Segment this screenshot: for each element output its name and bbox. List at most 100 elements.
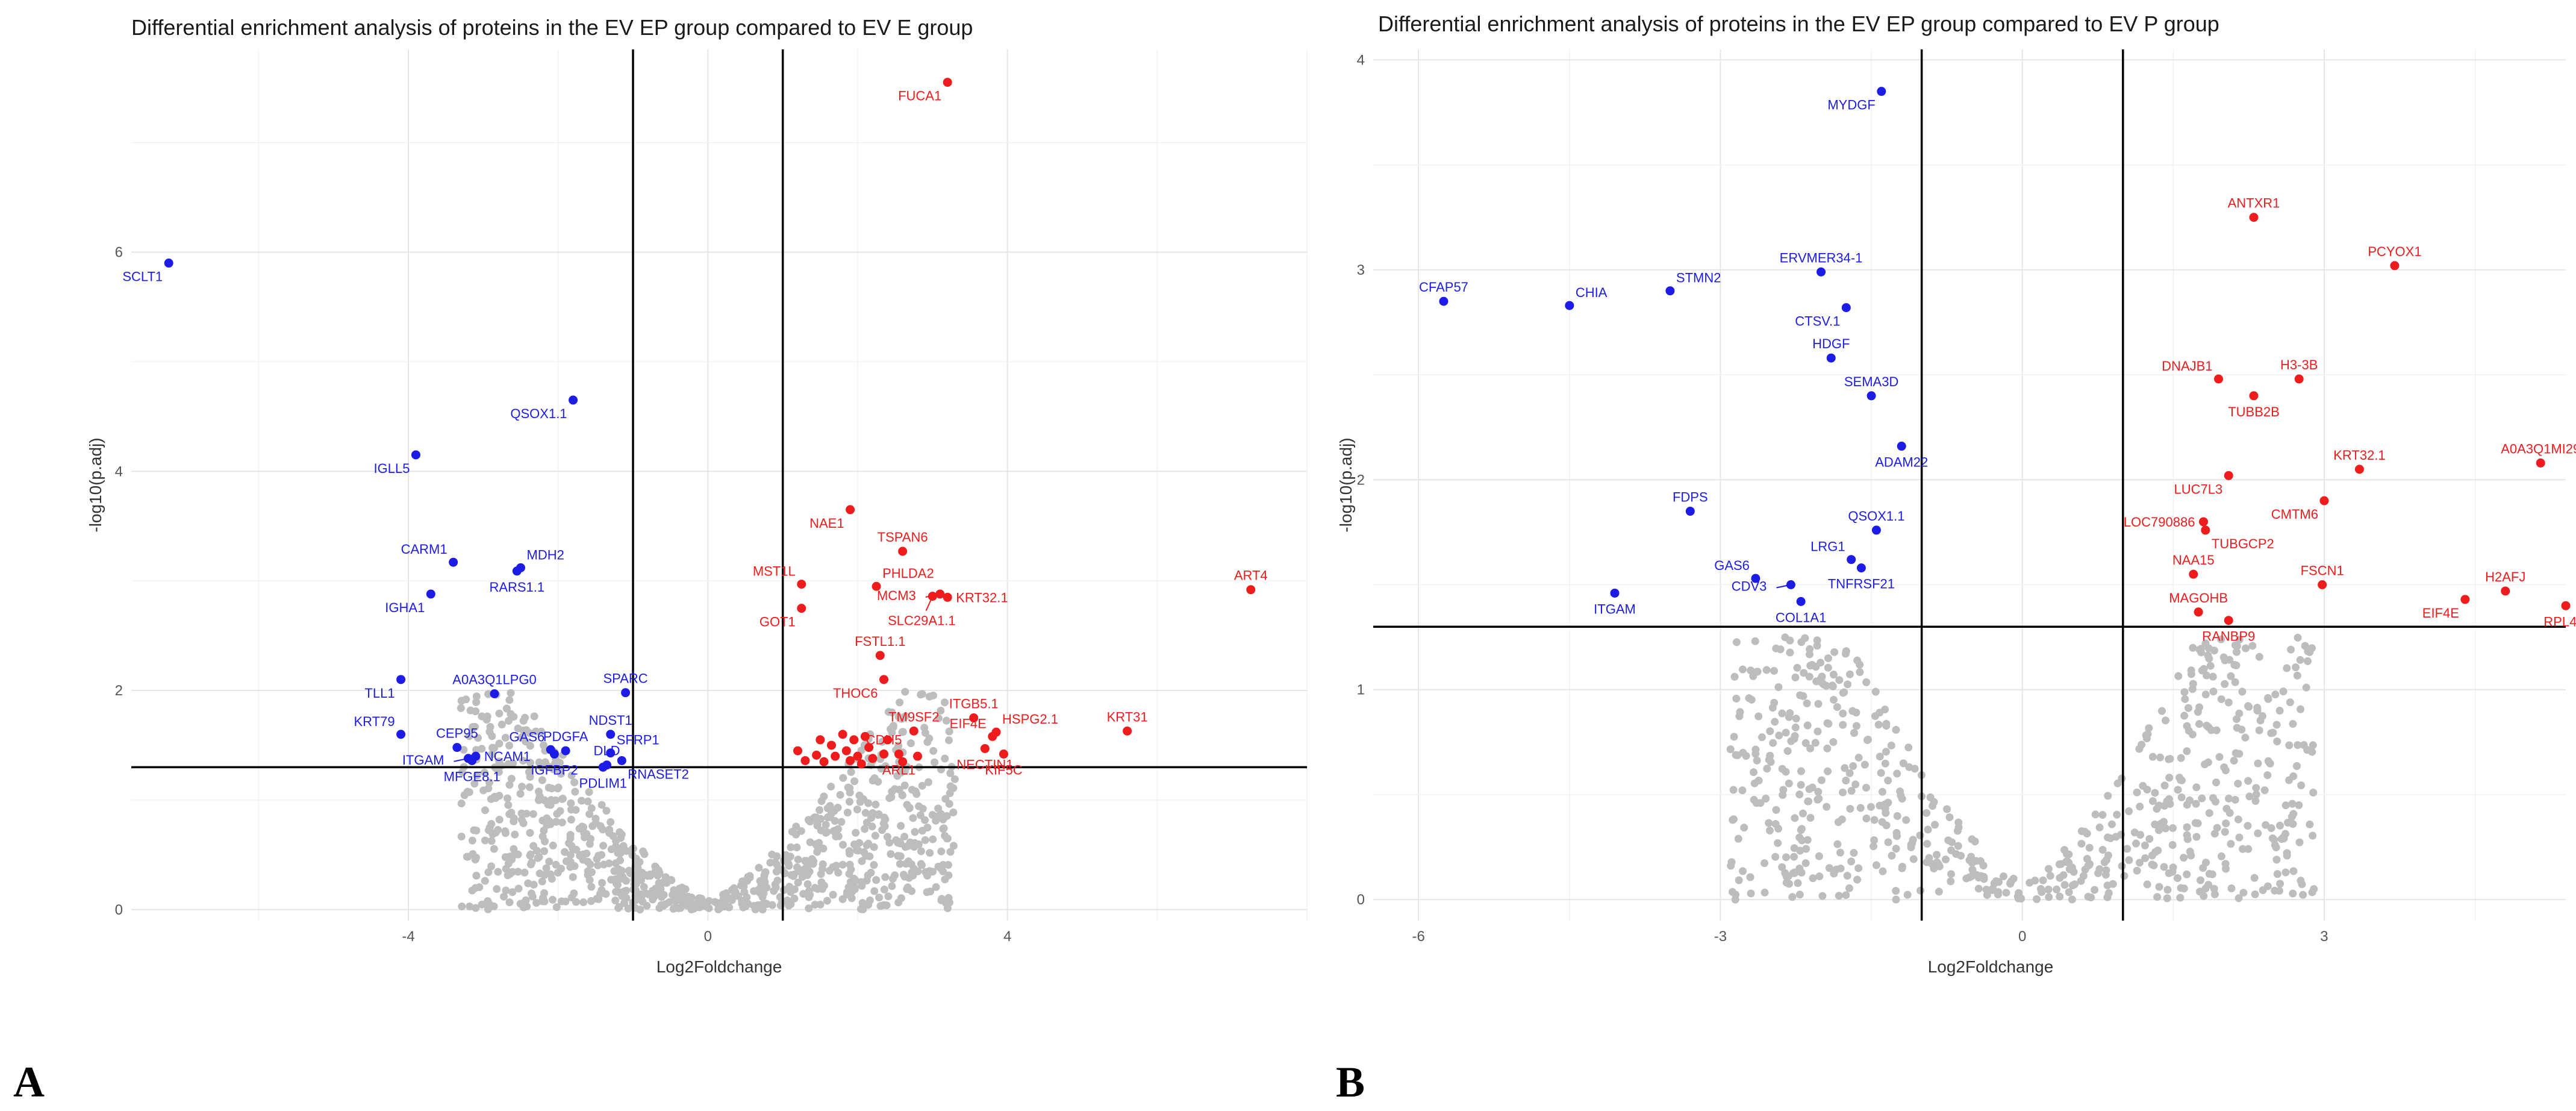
nonsignificant-point <box>566 858 575 866</box>
nonsignificant-point <box>488 732 496 740</box>
nonsignificant-point <box>1786 709 1794 718</box>
nonsignificant-point <box>485 778 493 787</box>
upregulated-point <box>797 604 806 613</box>
nonsignificant-point <box>2165 755 2173 763</box>
nonsignificant-point <box>763 900 771 908</box>
nonsignificant-point <box>931 758 939 766</box>
nonsignificant-point <box>505 696 514 704</box>
nonsignificant-point <box>526 759 534 767</box>
nonsignificant-point <box>2055 860 2063 868</box>
downregulated-point <box>1685 507 1695 516</box>
nonsignificant-point <box>457 800 466 808</box>
nonsignificant-point <box>2264 757 2272 765</box>
nonsignificant-point <box>2309 831 2317 840</box>
nonsignificant-point <box>2209 672 2217 681</box>
nonsignificant-point <box>1760 888 1769 897</box>
nonsignificant-point <box>614 904 623 912</box>
nonsignificant-point <box>1916 886 1924 895</box>
nonsignificant-point <box>934 714 943 722</box>
nonsignificant-point <box>1882 748 1890 756</box>
downregulated-point <box>606 730 616 739</box>
nonsignificant-point <box>1904 743 1913 752</box>
nonsignificant-point <box>472 904 480 912</box>
nonsignificant-point <box>1803 836 1812 844</box>
nonsignificant-point <box>812 813 820 822</box>
nonsignificant-point <box>2222 819 2230 828</box>
nonsignificant-point <box>527 889 535 898</box>
upregulated-point <box>2536 458 2545 468</box>
nonsignificant-point <box>607 875 616 884</box>
nonsignificant-point <box>1871 712 1879 721</box>
nonsignificant-point <box>2227 672 2235 680</box>
nonsignificant-point <box>825 866 834 875</box>
nonsignificant-point <box>1853 656 1862 665</box>
nonsignificant-point <box>1839 689 1847 697</box>
nonsignificant-point <box>484 784 493 793</box>
nonsignificant-point <box>2205 809 2213 818</box>
nonsignificant-point <box>847 768 855 776</box>
nonsignificant-point <box>838 860 847 869</box>
nonsignificant-point <box>2135 745 2144 753</box>
nonsignificant-point <box>823 897 831 905</box>
point-label: A0A3Q1LPG0 <box>452 672 536 687</box>
nonsignificant-point <box>2233 642 2241 650</box>
nonsignificant-point <box>1902 816 1910 824</box>
nonsignificant-point <box>1909 836 1917 844</box>
nonsignificant-point <box>2304 657 2312 665</box>
nonsignificant-point <box>504 801 513 809</box>
downregulated-point <box>1867 391 1876 401</box>
nonsignificant-point <box>1976 857 1985 865</box>
nonsignificant-point <box>2245 792 2254 801</box>
nonsignificant-point <box>2269 728 2277 737</box>
nonsignificant-point <box>598 878 607 887</box>
nonsignificant-point <box>889 722 897 730</box>
nonsignificant-point <box>2143 786 2151 794</box>
nonsignificant-point <box>2086 860 2094 868</box>
nonsignificant-point <box>850 840 859 848</box>
nonsignificant-point <box>490 845 498 853</box>
nonsignificant-point <box>1805 785 1813 793</box>
nonsignificant-point <box>1888 851 1896 860</box>
nonsignificant-point <box>1935 887 1943 896</box>
nonsignificant-point <box>503 794 511 803</box>
nonsignificant-point <box>616 856 625 865</box>
nonsignificant-point <box>820 792 828 801</box>
nonsignificant-point <box>1747 889 1755 898</box>
nonsignificant-point <box>809 857 818 866</box>
nonsignificant-point <box>508 888 517 897</box>
nonsignificant-point <box>2297 705 2305 713</box>
nonsignificant-point <box>611 887 620 896</box>
nonsignificant-point <box>505 898 514 907</box>
nonsignificant-point <box>1776 645 1785 654</box>
nonsignificant-point <box>2272 721 2281 729</box>
point-label: GAS6 <box>510 729 545 744</box>
point-label: PHLDA2 <box>882 566 934 581</box>
nonsignificant-point <box>2195 645 2204 654</box>
nonsignificant-point <box>1835 676 1844 684</box>
nonsignificant-point <box>504 760 513 768</box>
point-label: CTSV.1 <box>1795 314 1840 329</box>
nonsignificant-point <box>2201 690 2210 699</box>
nonsignificant-point <box>898 728 906 736</box>
upregulated-point <box>797 580 806 589</box>
nonsignificant-point <box>2187 666 2195 675</box>
nonsignificant-point <box>1750 779 1759 787</box>
nonsignificant-point <box>2036 884 2045 893</box>
nonsignificant-point <box>465 732 473 740</box>
point-label: RNASET2 <box>628 766 688 781</box>
nonsignificant-point <box>857 878 865 886</box>
point-label: TM9SF2 <box>888 709 939 724</box>
y-tick-label: 4 <box>115 463 123 480</box>
nonsignificant-point <box>768 850 776 859</box>
nonsignificant-point <box>649 895 657 904</box>
nonsignificant-point <box>751 905 759 913</box>
nonsignificant-point <box>1952 850 1960 858</box>
nonsignificant-point <box>2219 653 2228 662</box>
nonsignificant-point <box>790 894 799 903</box>
nonsignificant-point <box>2234 780 2242 788</box>
nonsignificant-point <box>2289 820 2297 828</box>
nonsignificant-point <box>2151 789 2159 797</box>
upregulated-point <box>2319 496 2329 505</box>
nonsignificant-point <box>1867 803 1875 811</box>
nonsignificant-point <box>894 713 903 721</box>
